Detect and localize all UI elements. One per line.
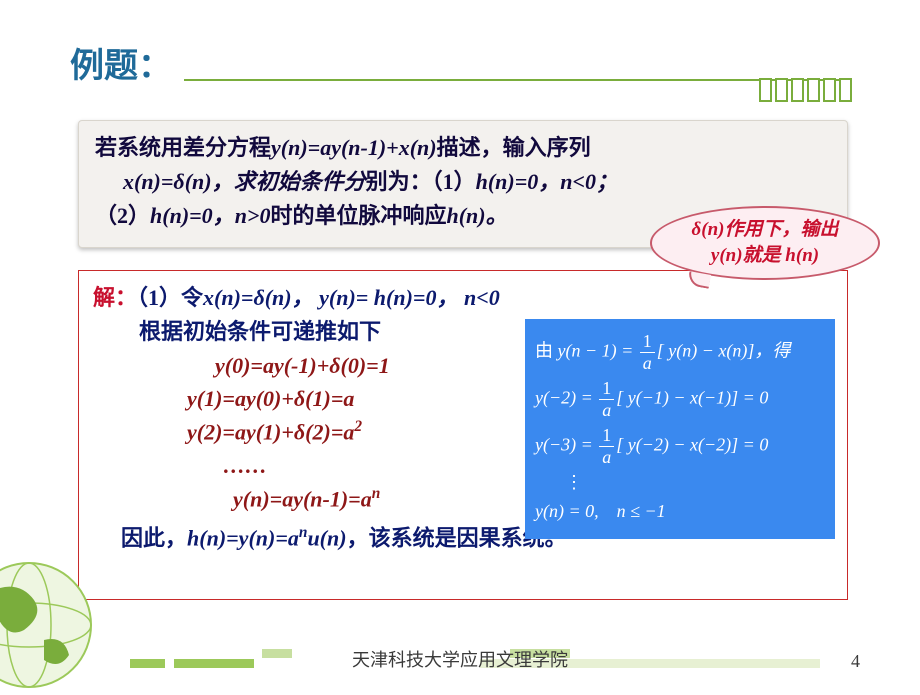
- denom: a: [640, 353, 655, 374]
- equation: x(n)=δ(n)， y(n)= h(n)=0， n<0: [203, 285, 500, 310]
- cond: n<0；: [560, 169, 618, 194]
- eq-3-base: y(2)=ay(1)+δ(2)=a: [187, 420, 354, 445]
- bp-dots: ⋮: [535, 472, 825, 493]
- equation: y(n)=ay(n-1)+x(n): [271, 135, 437, 160]
- lhs: y(−2) =: [535, 388, 597, 408]
- callout-bubble: δ(n)作用下，输出 y(n)就是 h(n): [650, 206, 880, 280]
- footer-text: 天津科技大学应用文理学院: [0, 646, 920, 672]
- equation: u(n): [307, 525, 346, 550]
- problem-line-2: x(n)=δ(n)，求初始条件分别为：（1）h(n)=0，n<0；: [95, 165, 831, 199]
- eq-3-sup: 2: [354, 418, 362, 435]
- rhs: [ y(−2) − x(−2)] = 0: [616, 435, 768, 455]
- text: 别为：（1）: [366, 169, 476, 194]
- square-icon: [759, 78, 772, 102]
- numer: 1: [599, 378, 614, 400]
- rhs: [ y(n) − x(n)]，得: [657, 341, 791, 361]
- numer: 1: [599, 425, 614, 447]
- rhs: [ y(−1) − x(−1)] = 0: [616, 388, 768, 408]
- fraction: 1a: [640, 331, 655, 374]
- square-icon: [823, 78, 836, 102]
- eq-4-sup: n: [372, 485, 381, 502]
- equation: h(n)。: [446, 203, 507, 228]
- bp-line-3: y(−3) = 1a[ y(−2) − x(−2)] = 0: [535, 425, 825, 468]
- numer: 1: [640, 331, 655, 353]
- solution-box: 解：（1）令x(n)=δ(n)， y(n)= h(n)=0， n<0 根据初始条…: [78, 270, 848, 600]
- solution-head: 解：（1）令x(n)=δ(n)， y(n)= h(n)=0， n<0: [93, 281, 833, 315]
- text: 若系统用差分方程: [95, 135, 271, 160]
- text: （2）: [95, 203, 150, 228]
- text: （1）令: [137, 285, 203, 310]
- blue-derivation-panel: 由 y(n − 1) = 1a[ y(n) − x(n)]，得 y(−2) = …: [525, 319, 835, 539]
- fraction: 1a: [599, 378, 614, 421]
- page-number: 4: [851, 651, 860, 672]
- text: 描述，输入序列: [437, 135, 591, 160]
- denom: a: [599, 400, 614, 421]
- lhs: y(−3) =: [535, 435, 597, 455]
- callout-line-2: y(n)就是 h(n): [711, 245, 819, 266]
- square-icon: [791, 78, 804, 102]
- cond: n>0: [235, 203, 271, 228]
- fraction: 1a: [599, 425, 614, 468]
- title-underline: [184, 79, 852, 81]
- square-icon: [839, 78, 852, 102]
- callout-line-1: δ(n)作用下，输出: [692, 219, 839, 240]
- callout-text: δ(n)作用下，输出 y(n)就是 h(n): [692, 217, 839, 268]
- bp-line-1: 由 y(n − 1) = 1a[ y(n) − x(n)]，得: [535, 331, 825, 374]
- square-icon: [807, 78, 820, 102]
- equation: h(n)=y(n)=a: [187, 525, 299, 550]
- slide-title: 例题：: [70, 38, 172, 87]
- lhs: y(n − 1) =: [558, 341, 638, 361]
- eq-4-base: y(n)=ay(n-1)=a: [233, 486, 372, 511]
- title-row: 例题：: [70, 38, 852, 87]
- label: 解：: [93, 285, 137, 310]
- problem-line-1: 若系统用差分方程y(n)=ay(n-1)+x(n)描述，输入序列: [95, 131, 831, 165]
- text: 时的单位脉冲响应: [270, 203, 446, 228]
- square-icon: [775, 78, 788, 102]
- slide: 例题： 若系统用差分方程y(n)=ay(n-1)+x(n)描述，输入序列 x(n…: [0, 0, 920, 690]
- bp-line-5: y(n) = 0, n ≤ −1: [535, 497, 825, 523]
- equation: h(n)=0，: [150, 203, 235, 228]
- bp-line-2: y(−2) = 1a[ y(−1) − x(−1)] = 0: [535, 378, 825, 421]
- equation: h(n)=0，: [476, 169, 561, 194]
- decorative-squares: [759, 78, 852, 102]
- denom: a: [599, 447, 614, 468]
- text: 因此，: [121, 525, 187, 550]
- equation: x(n)=δ(n)，求初始条件分: [123, 169, 366, 194]
- text: 由: [535, 341, 553, 361]
